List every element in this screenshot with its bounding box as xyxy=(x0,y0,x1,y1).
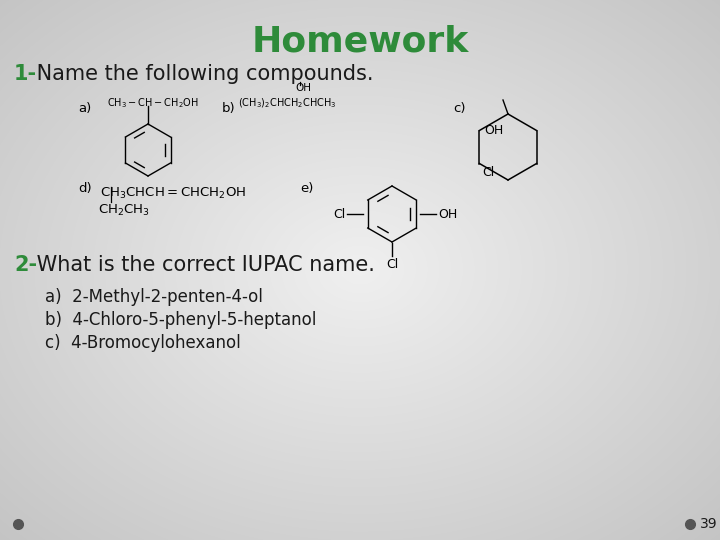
Text: e): e) xyxy=(300,182,313,195)
Text: Cl: Cl xyxy=(482,165,495,179)
Text: c)  4-Bromocylohexanol: c) 4-Bromocylohexanol xyxy=(45,334,240,352)
Text: What is the correct IUPAC name.: What is the correct IUPAC name. xyxy=(30,255,375,275)
Text: $\mathsf{CH_3-CH-CH_2OH}$: $\mathsf{CH_3-CH-CH_2OH}$ xyxy=(107,96,199,110)
Text: a): a) xyxy=(78,102,91,115)
Text: Homework: Homework xyxy=(251,25,469,59)
Text: Cl: Cl xyxy=(333,207,345,220)
Text: c): c) xyxy=(453,102,466,115)
Text: $\mathsf{CH_2CH_3}$: $\mathsf{CH_2CH_3}$ xyxy=(98,203,150,218)
Text: 39: 39 xyxy=(700,517,718,531)
Text: Name the following compounds.: Name the following compounds. xyxy=(30,64,374,84)
Text: OH: OH xyxy=(485,124,504,137)
Text: a)  2-Methyl-2-penten-4-ol: a) 2-Methyl-2-penten-4-ol xyxy=(45,288,263,306)
Text: OH: OH xyxy=(295,83,311,93)
Text: b)  4-Chloro-5-phenyl-5-heptanol: b) 4-Chloro-5-phenyl-5-heptanol xyxy=(45,311,316,329)
Text: $\mathsf{CH_3CHCH{=}CHCH_2OH}$: $\mathsf{CH_3CHCH{=}CHCH_2OH}$ xyxy=(100,186,246,201)
Text: 1-: 1- xyxy=(14,64,37,84)
Text: OH: OH xyxy=(438,207,457,220)
Text: d): d) xyxy=(78,182,91,195)
Text: b): b) xyxy=(222,102,235,115)
Text: $\mathsf{(CH_3)_2CHCH_2CHCH_3}$: $\mathsf{(CH_3)_2CHCH_2CHCH_3}$ xyxy=(238,96,336,110)
Text: Cl: Cl xyxy=(386,258,398,271)
Text: 2-: 2- xyxy=(14,255,37,275)
